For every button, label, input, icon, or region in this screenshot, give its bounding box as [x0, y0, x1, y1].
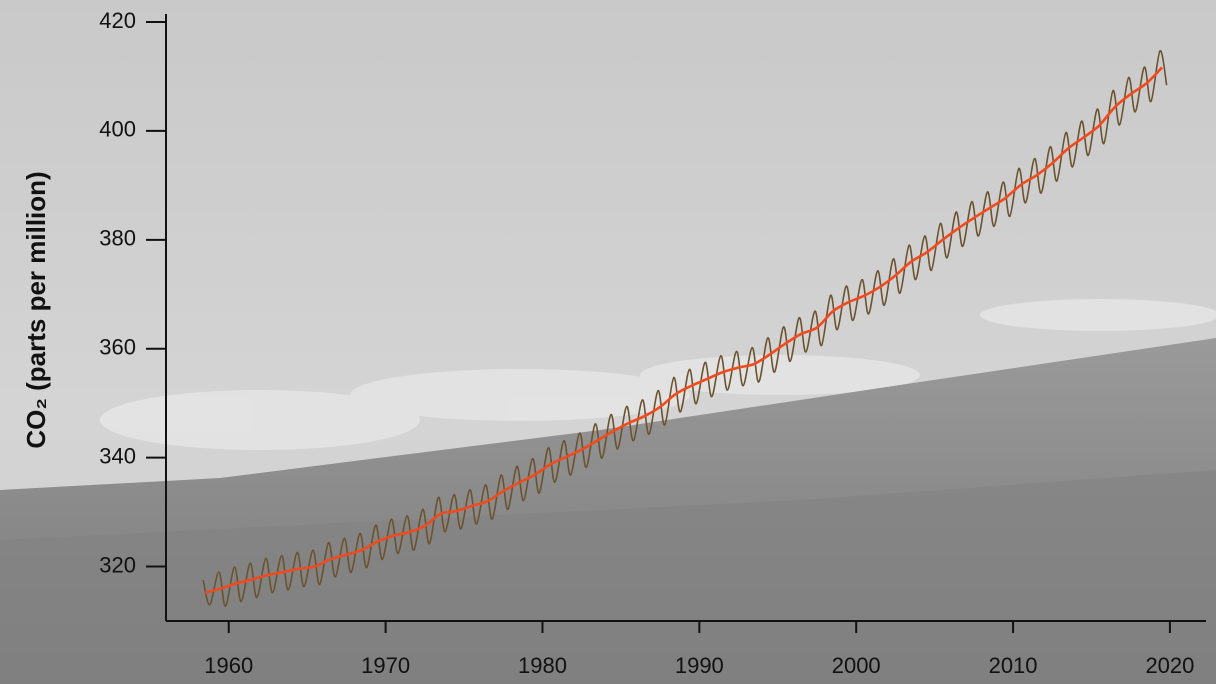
x-tick-label: 1960	[204, 653, 253, 678]
y-tick-label: 380	[99, 226, 136, 251]
y-tick-label: 400	[99, 117, 136, 142]
y-tick-label: 360	[99, 335, 136, 360]
x-tick-label: 1970	[361, 653, 410, 678]
x-tick-label: 1990	[675, 653, 724, 678]
y-axis-label: CO₂ (parts per million)	[21, 171, 51, 448]
x-tick-label: 2010	[989, 653, 1038, 678]
y-tick-label: 420	[99, 8, 136, 33]
x-tick-label: 2020	[1145, 653, 1194, 678]
x-tick-label: 2000	[832, 653, 881, 678]
y-tick-label: 340	[99, 443, 136, 468]
chart: CO₂ (parts per million) 320 340 360 380 400 4…	[0, 0, 1216, 684]
y-tick-label: 320	[99, 552, 136, 577]
x-tick-label: 1980	[518, 653, 567, 678]
